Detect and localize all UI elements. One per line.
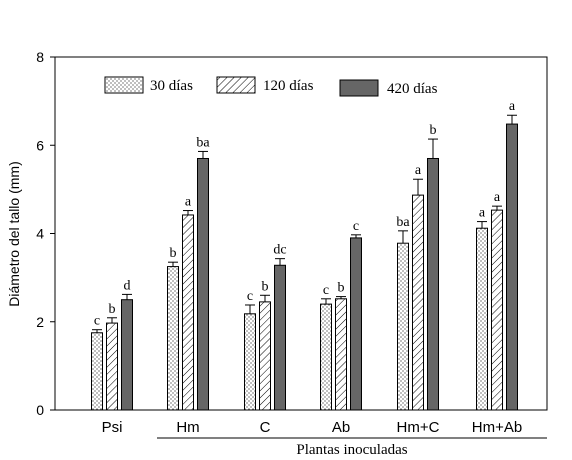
significance-letter: b — [430, 123, 437, 138]
significance-letter: c — [247, 289, 253, 304]
x-axis-label: Plantas inoculadas — [296, 442, 407, 458]
significance-letter: dc — [273, 243, 286, 258]
significance-letter: a — [509, 99, 516, 114]
significance-letter: c — [323, 283, 329, 298]
x-tick-label: Ab — [332, 419, 350, 436]
bar-psi-30-dias — [91, 332, 103, 411]
bar-hm-plus-ab-420-dias — [506, 123, 518, 411]
x-tick-label: Psi — [102, 419, 123, 436]
significance-letter: a — [415, 163, 422, 178]
legend-label-420-dias: 420 días — [387, 81, 438, 97]
bar-hm-30-dias — [167, 266, 179, 411]
bar-c-120-dias — [259, 301, 271, 411]
significance-letter: d — [124, 278, 131, 293]
legend-swatch-30-dias — [104, 76, 144, 94]
bar-hm-120-dias — [182, 214, 194, 411]
bar-psi-420-dias — [121, 299, 133, 411]
legend-label-30-dias: 30 días — [150, 78, 193, 94]
bar-ab-30-dias — [320, 303, 332, 411]
significance-letter: b — [338, 281, 345, 296]
significance-letter: ba — [396, 215, 410, 230]
bar-ab-420-dias — [350, 237, 362, 411]
y-tick-label: 6 — [36, 137, 44, 153]
bar-c-420-dias — [274, 264, 286, 411]
significance-letter: a — [185, 195, 192, 210]
bar-c-30-dias — [244, 313, 256, 411]
y-tick-label: 2 — [36, 314, 44, 330]
bar-hm-plus-c-120-dias — [412, 194, 424, 411]
significance-letter: b — [109, 302, 116, 317]
bar-hm-plus-c-420-dias — [427, 157, 439, 411]
significance-letter: a — [494, 190, 501, 205]
legend: 30 días 120 días 420 días — [104, 76, 438, 97]
y-axis-label: Diámetro del tallo (mm) — [6, 161, 22, 306]
x-tick-label: Hm — [176, 419, 199, 436]
x-tick-label: Hm+C — [397, 419, 440, 436]
significance-letter: c — [94, 314, 100, 329]
bar-hm-plus-ab-120-dias — [491, 209, 503, 411]
significance-letter: b — [262, 279, 269, 294]
y-axis: 0 2 4 6 8 — [36, 49, 55, 418]
y-tick-label: 0 — [36, 402, 44, 418]
y-tick-label: 8 — [36, 49, 44, 65]
significance-letter: c — [353, 219, 359, 234]
bar-hm-420-dias — [197, 157, 209, 411]
x-tick-label: Hm+Ab — [472, 419, 522, 436]
bar-ab-120-dias — [335, 298, 347, 411]
legend-swatch-120-dias — [216, 76, 256, 94]
x-tick-label: C — [260, 419, 271, 436]
x-axis: Psi Hm C Ab Hm+C Hm+Ab — [102, 419, 523, 436]
y-tick-label: 4 — [36, 226, 44, 242]
legend-swatch-420-dias — [339, 79, 379, 97]
bar-psi-120-dias — [106, 322, 118, 411]
significance-letter: ba — [196, 135, 210, 150]
bar-hm-plus-c-30-dias — [397, 242, 409, 411]
legend-label-120-dias: 120 días — [263, 78, 314, 94]
significance-letter: b — [170, 246, 177, 261]
bar-hm-plus-ab-30-dias — [476, 227, 488, 411]
significance-letter: a — [479, 206, 486, 221]
